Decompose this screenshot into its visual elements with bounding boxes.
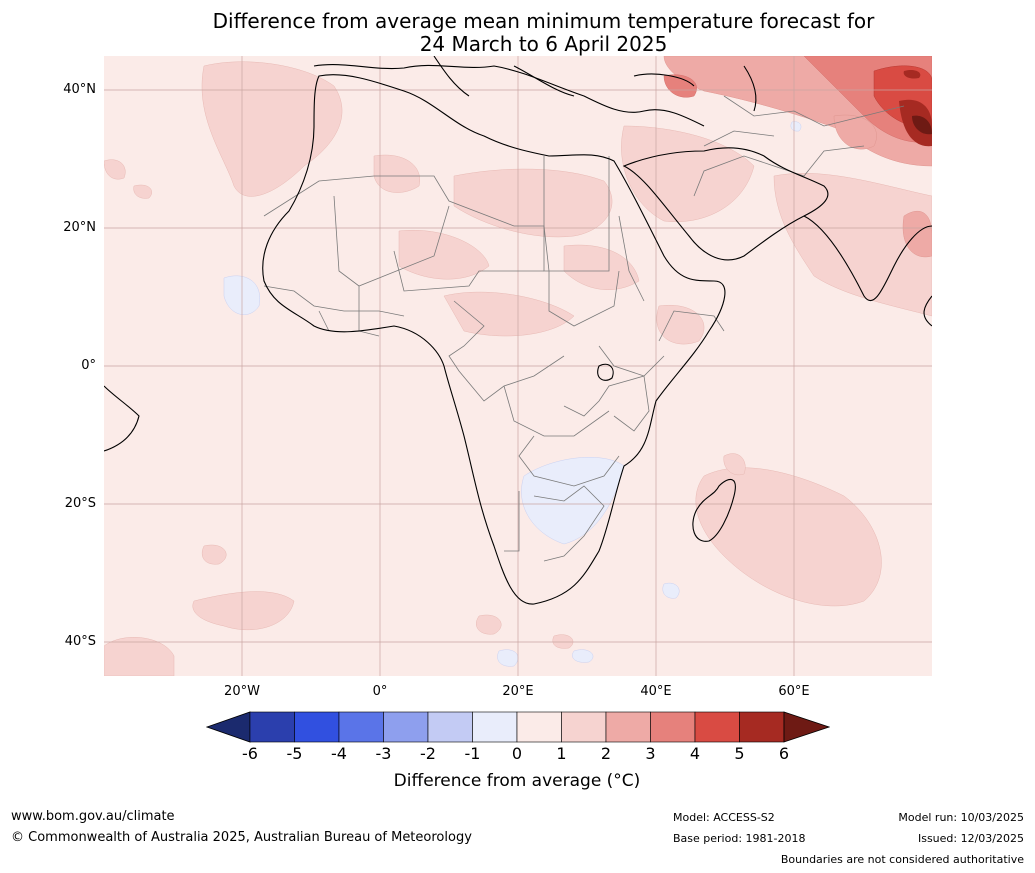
colorbar-tick-label: -1 <box>464 744 481 763</box>
colorbar-tick-label: 5 <box>734 744 745 763</box>
lon-label-60e: 60°E <box>778 684 810 699</box>
colorbar-swatch <box>338 711 384 743</box>
colorbar-tick-label: -5 <box>286 744 303 763</box>
colorbar-swatches <box>205 711 831 743</box>
lat-label-40n: 40°N <box>63 82 96 97</box>
lat-label-40s: 40°S <box>64 634 96 649</box>
coastlines <box>104 56 932 605</box>
lon-label-0: 0° <box>372 684 388 699</box>
colorbar-tick-label: -4 <box>331 744 347 763</box>
colorbar-extend-low <box>205 711 251 743</box>
colorbar-extend-high <box>783 711 831 743</box>
graticule <box>104 56 932 676</box>
colorbar-swatch <box>650 711 696 743</box>
footer-copyright: © Commonwealth of Australia 2025, Austra… <box>11 830 472 845</box>
colorbar-title: Difference from average (°C) <box>393 771 641 791</box>
map-title: Difference from average mean minimum tem… <box>0 10 1035 56</box>
colorbar-swatch <box>739 711 785 743</box>
colorbar-swatch <box>605 711 651 743</box>
colorbar-swatch <box>694 711 740 743</box>
lat-label-0: 0° <box>81 358 96 373</box>
lon-label-40e: 40°E <box>640 684 672 699</box>
footer-base-period: Base period: 1981-2018 <box>673 832 806 845</box>
colorbar-tick-label: -2 <box>420 744 436 763</box>
lat-label-20n: 20°N <box>63 220 96 235</box>
colorbar-swatch <box>294 711 340 743</box>
lon-label-20w: 20°W <box>224 684 260 699</box>
footer-model-run: Model run: 10/03/2025 <box>898 811 1024 824</box>
footer-issued: Issued: 12/03/2025 <box>917 832 1024 845</box>
footer-model: Model: ACCESS-S2 <box>673 811 775 824</box>
colorbar-tick-label: 0 <box>511 744 523 763</box>
colorbar-swatch <box>472 711 518 743</box>
colorbar-swatch <box>383 711 429 743</box>
colorbar-swatch <box>249 711 295 743</box>
forecast-map <box>104 56 932 676</box>
map-canvas <box>104 56 932 676</box>
footer-disclaimer: Boundaries are not considered authoritat… <box>780 853 1024 866</box>
colorbar-tick-label: 6 <box>778 744 790 763</box>
colorbar-swatch <box>516 711 562 743</box>
colorbar-tick-label: 3 <box>645 744 656 763</box>
colorbar-swatch <box>427 711 473 743</box>
colorbar-swatch <box>561 711 607 743</box>
country-borders <box>263 95 905 562</box>
colorbar-tick-label: -3 <box>375 744 392 763</box>
colorbar <box>205 711 831 747</box>
lon-label-20e: 20°E <box>502 684 534 699</box>
anomaly-over-6-areas <box>912 115 932 135</box>
colorbar-tick-label: -6 <box>242 744 258 763</box>
footer-url: www.bom.gov.au/climate <box>11 809 175 824</box>
colorbar-tick-label: 2 <box>600 744 612 763</box>
title-line-2: 24 March to 6 April 2025 <box>419 32 668 56</box>
lat-label-20s: 20°S <box>64 496 96 511</box>
anomaly-1-2-areas <box>104 61 932 676</box>
title-line-1: Difference from average mean minimum tem… <box>212 9 875 33</box>
colorbar-tick-label: 4 <box>689 744 701 763</box>
colorbar-tick-label: 1 <box>556 744 567 763</box>
